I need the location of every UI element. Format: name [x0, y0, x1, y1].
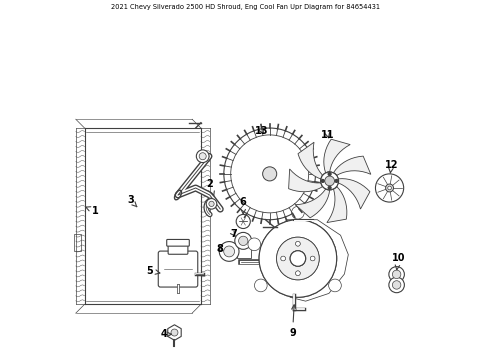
Circle shape	[259, 220, 337, 297]
Circle shape	[219, 242, 239, 261]
Text: 10: 10	[392, 253, 405, 270]
Polygon shape	[289, 169, 322, 192]
Circle shape	[239, 236, 248, 246]
Polygon shape	[295, 189, 330, 218]
Circle shape	[310, 256, 315, 261]
Text: 2021 Chevy Silverado 2500 HD Shroud, Eng Cool Fan Upr Diagram for 84654431: 2021 Chevy Silverado 2500 HD Shroud, Eng…	[111, 4, 379, 10]
Polygon shape	[327, 186, 347, 222]
Circle shape	[310, 256, 315, 261]
Circle shape	[196, 150, 209, 163]
Circle shape	[235, 233, 252, 249]
Circle shape	[375, 174, 404, 202]
Circle shape	[276, 237, 319, 280]
Polygon shape	[334, 156, 371, 175]
Circle shape	[248, 238, 261, 251]
Circle shape	[335, 180, 338, 182]
Circle shape	[328, 186, 331, 189]
Circle shape	[295, 271, 300, 275]
FancyBboxPatch shape	[168, 243, 188, 254]
Text: 11: 11	[321, 130, 335, 140]
Text: 6: 6	[240, 197, 246, 214]
Circle shape	[224, 128, 316, 220]
Circle shape	[329, 279, 342, 292]
Text: 5: 5	[147, 266, 160, 276]
Polygon shape	[339, 179, 370, 209]
FancyBboxPatch shape	[167, 239, 189, 246]
Circle shape	[290, 251, 306, 266]
Circle shape	[231, 135, 309, 213]
Circle shape	[325, 176, 335, 186]
Circle shape	[281, 256, 286, 261]
Text: 3: 3	[127, 195, 137, 207]
FancyBboxPatch shape	[158, 251, 198, 287]
Circle shape	[259, 220, 337, 297]
Circle shape	[254, 279, 267, 292]
Text: 8: 8	[216, 244, 223, 254]
Circle shape	[389, 267, 404, 282]
Circle shape	[392, 281, 401, 289]
Circle shape	[263, 167, 277, 181]
Circle shape	[292, 206, 304, 219]
Circle shape	[171, 329, 178, 336]
Polygon shape	[298, 142, 322, 179]
Text: 7: 7	[230, 229, 237, 239]
Text: 4: 4	[161, 329, 171, 339]
Text: 9: 9	[289, 305, 296, 338]
Circle shape	[389, 277, 404, 293]
Circle shape	[295, 242, 300, 246]
Polygon shape	[324, 139, 350, 173]
Circle shape	[392, 270, 401, 279]
Circle shape	[321, 180, 324, 182]
Circle shape	[325, 176, 335, 186]
Circle shape	[328, 172, 331, 175]
Circle shape	[386, 184, 393, 192]
Circle shape	[281, 256, 286, 261]
Bar	[237, 244, 251, 258]
Text: 2: 2	[206, 179, 214, 196]
Text: 13: 13	[255, 126, 269, 136]
Circle shape	[388, 186, 392, 190]
Circle shape	[295, 242, 300, 246]
Circle shape	[295, 271, 300, 275]
Circle shape	[199, 153, 206, 160]
Circle shape	[320, 172, 339, 190]
Circle shape	[320, 172, 339, 190]
Circle shape	[236, 215, 250, 229]
Text: 12: 12	[385, 160, 398, 173]
Circle shape	[206, 199, 217, 209]
Circle shape	[290, 251, 306, 266]
Circle shape	[276, 237, 319, 280]
Circle shape	[209, 201, 214, 207]
Bar	[74, 234, 81, 251]
Text: 1: 1	[86, 206, 98, 216]
Circle shape	[224, 246, 235, 257]
Polygon shape	[274, 220, 348, 301]
